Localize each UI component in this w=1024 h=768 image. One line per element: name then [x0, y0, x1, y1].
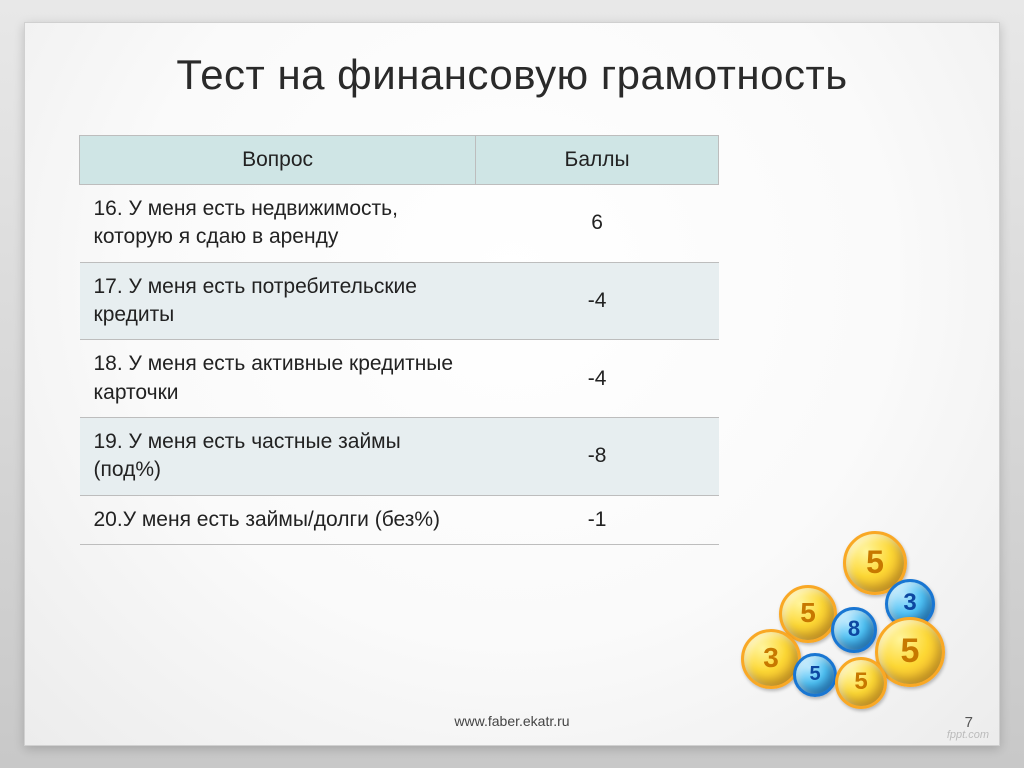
coins-icon: 53585355	[735, 529, 965, 709]
table-header-row: Вопрос Баллы	[80, 136, 719, 185]
slide: Тест на финансовую грамотность Вопрос Ба…	[24, 22, 1000, 746]
cell-question: 17. У меня есть потребительские кредиты	[80, 262, 476, 340]
table-row: 17. У меня есть потребительские кредиты-…	[80, 262, 719, 340]
col-points: Баллы	[476, 136, 719, 185]
coin-icon: 5	[835, 657, 887, 709]
table-row: 19. У меня есть частные займы (под%)-8	[80, 418, 719, 496]
watermark: fppt.com	[947, 729, 989, 741]
cell-question: 18. У меня есть активные кредитные карто…	[80, 340, 476, 418]
cell-points: -4	[476, 340, 719, 418]
cell-question: 16. У меня есть недвижимость, которую я …	[80, 185, 476, 263]
cell-points: 6	[476, 185, 719, 263]
coin-icon: 5	[793, 653, 837, 697]
slide-title: Тест на финансовую грамотность	[25, 51, 999, 99]
coin-icon: 3	[741, 629, 801, 689]
table-row: 16. У меня есть недвижимость, которую я …	[80, 185, 719, 263]
table-row: 18. У меня есть активные кредитные карто…	[80, 340, 719, 418]
cell-points: -8	[476, 418, 719, 496]
cell-question: 19. У меня есть частные займы (под%)	[80, 418, 476, 496]
cell-question: 20.У меня есть займы/долги (без%)	[80, 495, 476, 544]
coin-icon: 8	[831, 607, 877, 653]
cell-points: -4	[476, 262, 719, 340]
table-row: 20.У меня есть займы/долги (без%)-1	[80, 495, 719, 544]
footer-url: www.faber.ekatr.ru	[25, 713, 999, 729]
quiz-table: Вопрос Баллы 16. У меня есть недвижимост…	[79, 135, 719, 545]
col-question: Вопрос	[80, 136, 476, 185]
cell-points: -1	[476, 495, 719, 544]
